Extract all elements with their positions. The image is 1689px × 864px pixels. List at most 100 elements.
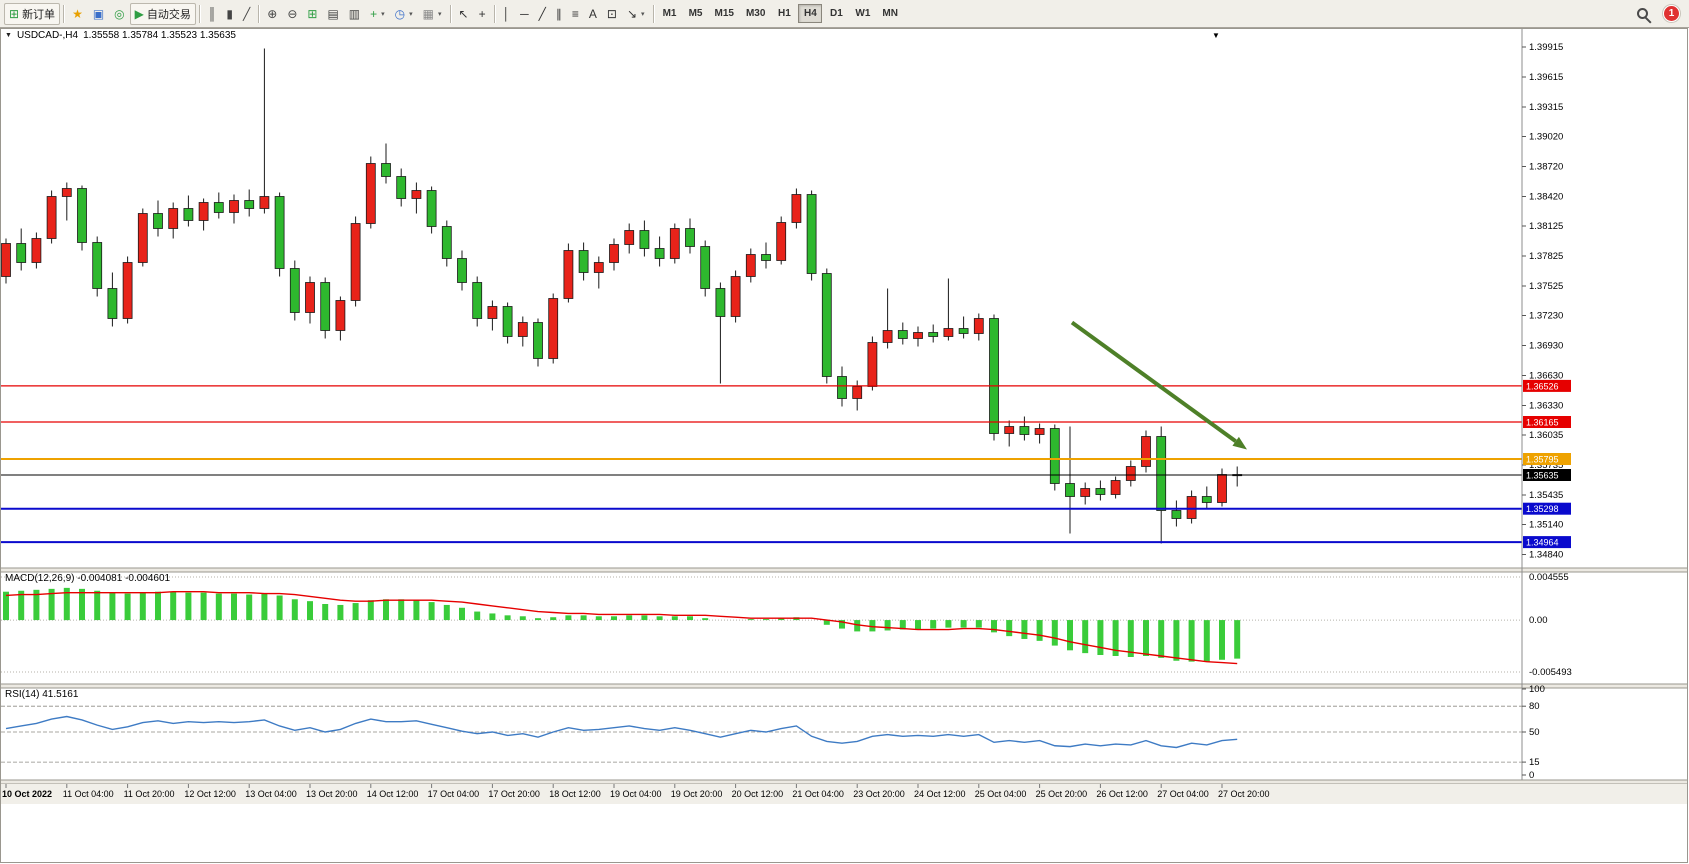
time-axis-label: 10 Oct 2022 [2,789,52,799]
timeframe-w1-button[interactable]: W1 [855,8,871,19]
zoom-out-button[interactable]: ⊖ [282,3,302,25]
chart-shift-marker: ▼ [1212,31,1220,40]
chart-title-bar: ▼ USDCAD-,H4 1.35558 1.35784 1.35523 1.3… [5,30,236,41]
price-tick-label: 1.38720 [1529,162,1563,173]
time-axis-label: 27 Oct 04:00 [1157,789,1209,799]
new-order-button-label: 新订单 [22,8,56,21]
rsi-timeaxis-splitter[interactable] [1,780,1687,784]
timeframe-m15-button[interactable]: M15 [714,8,734,19]
shapes-button[interactable]: ↘ ▾ [622,3,650,25]
price-tick-label: 1.36330 [1529,401,1563,412]
macd-axis-label: 0.00 [1529,615,1548,626]
text-icon: A [588,6,597,21]
timeframe-h4-button[interactable]: H4 [798,4,823,23]
rsi-axis-label: 0 [1529,770,1534,781]
line-chart-button[interactable]: ╱ [238,3,255,25]
time-axis-label: 13 Oct 04:00 [245,789,297,799]
new-chart-icon: + [370,6,378,21]
toolbar-separator [449,4,451,23]
price-tick-label: 1.36930 [1529,341,1563,352]
timeframe-m5-button[interactable]: M5 [688,8,703,19]
chart-expand-icon[interactable]: ▼ [5,32,12,39]
main-chart-panel[interactable] [1,40,1522,568]
price-level-tag-label: 1.35635 [1526,471,1559,481]
new-chart-button[interactable]: + ▾ [365,3,390,25]
search-button[interactable] [1634,5,1651,22]
arrange-windows-button[interactable]: ▥ [344,3,365,25]
periods-button[interactable]: ◷ ▾ [390,3,418,25]
trend-arrow[interactable] [1070,320,1237,443]
macd-panel[interactable] [1,572,1522,684]
star-icon: ★ [72,6,83,21]
dropdown-caret-icon: ▾ [381,10,385,18]
cascade-windows-icon: ▤ [327,6,339,21]
arrow-shape-icon: ↘ [626,6,637,21]
main-toolbar: ⊞ 新订单 ★ ▣ ◎ ▶ 自动交易 ║ ▮ ╱ ⊕ ⊖ ⊞ ▤ ▥ + ▾ ◷ ▾ ▦ ▾ ↖ + │ ─ ╱ ∥ ≡ A ⊡ ↘ ▾ M1… [0,0,1689,28]
refresh-button[interactable]: ◎ [109,3,129,25]
main-macd-splitter[interactable] [1,568,1687,572]
timeframe-bar: M1 M5 M15 M30 H1 H4 D1 W1 MN [657,4,904,23]
time-axis-label: 23 Oct 20:00 [853,789,905,799]
cascade-windows-button[interactable]: ▤ [322,3,343,25]
favorites-button[interactable]: ★ [67,3,88,25]
templates-button[interactable]: ▦ ▾ [418,3,447,25]
timeframe-d1-button[interactable]: D1 [830,8,843,19]
timeframe-m1-button[interactable]: M1 [662,8,677,19]
autotrading-play-icon: ▶ [134,6,144,21]
bar-chart-button[interactable]: ║ [203,3,222,25]
price-level-tag-label: 1.34964 [1526,538,1559,548]
new-order-button[interactable]: ⊞ 新订单 [4,2,61,25]
chart-window[interactable]: ▼ 1.39915 1.39615 1.39315 1.39020 1.38720 1.38… [0,28,1689,864]
time-axis-label: 13 Oct 20:00 [306,789,358,799]
text-label-button[interactable]: ⊡ [602,3,622,25]
timeframe-mn-button[interactable]: MN [882,8,898,19]
time-axis-label: 21 Oct 04:00 [792,789,844,799]
chart-canvas[interactable]: ▼ 1.39915 1.39615 1.39315 1.39020 1.38720 1.38… [0,28,1689,864]
dropdown-caret-icon: ▾ [409,10,413,18]
tile-windows-button[interactable]: ⊞ [302,3,322,25]
timeframe-m30-button[interactable]: M30 [745,8,766,19]
price-tick-label: 1.37825 [1529,251,1563,262]
time-axis-label: 19 Oct 20:00 [671,789,723,799]
price-tick-label: 1.35435 [1529,490,1563,501]
chart-ohlc-values: 1.35558 1.35784 1.35523 1.35635 [83,30,236,41]
price-tick-label: 1.37525 [1529,281,1563,292]
fibonacci-button[interactable]: ≡ [567,3,584,25]
autotrading-button[interactable]: ▶ 自动交易 [129,2,196,25]
notification-badge[interactable]: 1 [1663,5,1680,22]
time-axis-label: 24 Oct 12:00 [914,789,966,799]
price-level-tag [1523,379,1571,392]
refresh-icon: ◎ [114,6,125,21]
new-order-icon: ⊞ [9,6,20,21]
price-tick-label: 1.38420 [1529,192,1563,203]
cursor-button[interactable]: ↖ [454,3,474,25]
trendline-icon: ╱ [538,6,546,21]
timeframe-h1-button[interactable]: H1 [778,8,791,19]
rsi-line [5,715,1238,749]
profiles-button[interactable]: ▣ [88,3,109,25]
price-level-tag-label: 1.35298 [1526,504,1559,514]
channel-icon: ∥ [555,6,562,21]
horizontal-line-button[interactable]: ─ [515,3,534,25]
macd-rsi-splitter[interactable] [1,684,1687,688]
toolbar-button-group: ⊞ 新订单 ★ ▣ ◎ ▶ 自动交易 ║ ▮ ╱ ⊕ ⊖ ⊞ ▤ ▥ + ▾ ◷ ▾ ▦ ▾ ↖ + │ ─ ╱ ∥ ≡ A ⊡ ↘ ▾ [4,2,657,25]
vertical-line-button[interactable]: │ [498,3,516,25]
search-icon [1637,8,1648,19]
rsi-panel[interactable] [1,688,1522,780]
price-level-tag [1523,453,1571,465]
price-level-tag [1523,469,1571,481]
trendline-button[interactable]: ╱ [534,3,551,25]
rsi-axis-label: 50 [1529,727,1540,738]
dropdown-caret-icon: ▾ [438,10,442,18]
price-tick-label: 1.39315 [1529,102,1563,113]
toolbar-separator [258,4,260,23]
text-button[interactable]: A [584,3,602,25]
time-axis-label: 25 Oct 20:00 [1036,789,1088,799]
candlestick-chart-button[interactable]: ▮ [221,3,238,25]
time-axis-strip[interactable] [1,784,1687,804]
price-level-tag-label: 1.36165 [1526,418,1559,428]
rsi-axis-label: 15 [1529,757,1540,768]
zoom-in-button[interactable]: ⊕ [262,3,282,25]
channel-button[interactable]: ∥ [551,3,567,25]
crosshair-button[interactable]: + [474,3,491,25]
